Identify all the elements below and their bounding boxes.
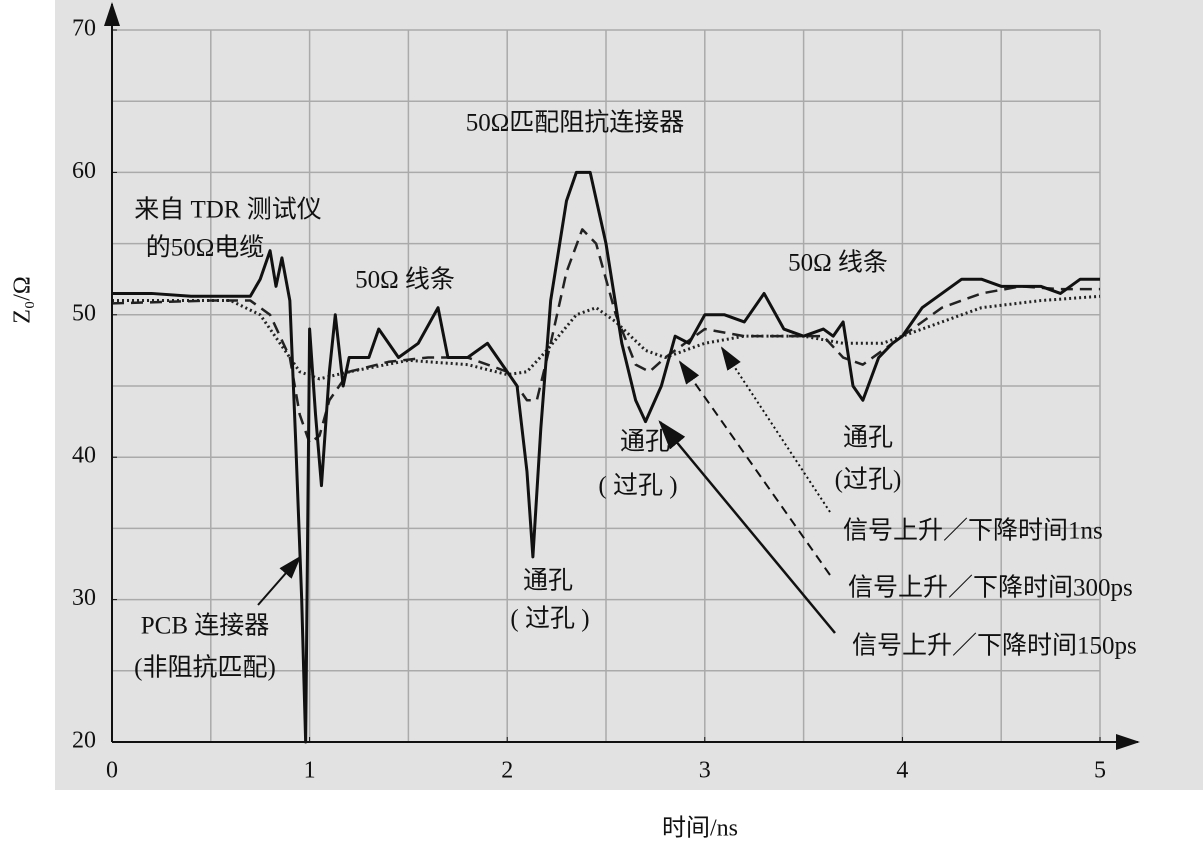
y-tick-label: 60 <box>72 158 96 184</box>
annotation: 通孔 <box>620 429 670 456</box>
grid <box>112 29 1101 742</box>
x-tick-label: 3 <box>699 758 711 784</box>
legend-entry: 信号上升／下降时间1ns <box>843 517 1103 545</box>
x-tick-label: 1 <box>304 758 316 784</box>
legend-entry: 信号上升／下降时间150ps <box>852 632 1137 660</box>
series-line <box>111 228 1100 445</box>
x-axis-label: 时间/ns <box>662 815 738 842</box>
annotation: (非阻抗匹配) <box>134 654 276 682</box>
y-tick-label: 70 <box>72 16 96 42</box>
legend-leader <box>658 420 836 634</box>
annotation: 50Ω 线条 <box>355 266 455 294</box>
x-tick-label: 0 <box>106 758 118 784</box>
annotation: PCB 连接器 <box>141 612 270 640</box>
annotation: 来自 TDR 测试仪 <box>134 196 322 224</box>
annotation: (过孔) <box>835 466 902 494</box>
y-tick-label: 20 <box>72 728 96 754</box>
x-tick-label: 4 <box>896 758 908 784</box>
legend-entry: 信号上升／下降时间300ps <box>848 574 1133 602</box>
y-tick-label: 30 <box>72 585 96 611</box>
series-line <box>112 170 1100 744</box>
annotation: ( 过孔 ) <box>510 605 589 633</box>
legend-leader <box>678 360 831 576</box>
annotation: 通孔 <box>523 568 573 595</box>
annotation: 50Ω 线条 <box>788 249 888 277</box>
y-tick-label: 50 <box>72 300 96 326</box>
series-lines <box>111 170 1101 744</box>
x-tick-label: 5 <box>1094 758 1106 784</box>
series-line <box>112 294 1101 381</box>
y-tick-label: 40 <box>72 443 96 469</box>
annotation: 通孔 <box>843 425 893 452</box>
y-axis-label: Z₀/Ω <box>10 276 36 324</box>
annotation-arrow <box>257 555 302 606</box>
annotation: ( 过孔 ) <box>598 472 677 500</box>
x-tick-label: 2 <box>501 758 513 784</box>
annotation: 的50Ω电缆 <box>146 234 265 262</box>
annotations: 50Ω匹配阻抗连接器 来自 TDR 测试仪 的50Ω电缆 50Ω 线条 50Ω … <box>134 109 901 682</box>
plot-background <box>55 0 1203 790</box>
annotation: 50Ω匹配阻抗连接器 <box>466 109 685 137</box>
